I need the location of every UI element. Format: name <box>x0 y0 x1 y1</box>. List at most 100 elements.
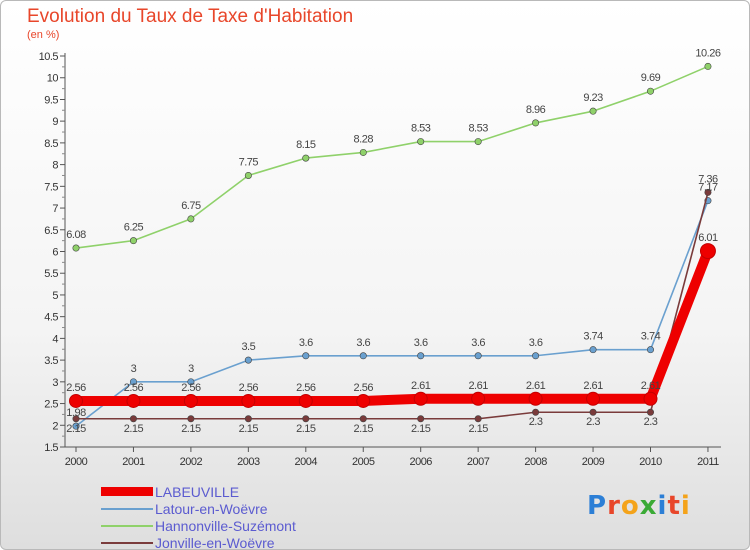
data-label: 2.56 <box>66 382 86 394</box>
data-point <box>586 391 601 406</box>
data-point <box>646 408 654 416</box>
data-point <box>187 378 195 386</box>
data-label: 8.53 <box>411 123 431 135</box>
y-tick-label: 9.5 <box>44 94 58 106</box>
data-label: 9.69 <box>641 72 661 84</box>
data-label: 7.75 <box>239 156 259 168</box>
x-tick-label: 2000 <box>65 456 88 468</box>
x-tick-label: 2002 <box>180 456 203 468</box>
data-point <box>187 415 195 423</box>
data-label: 2.61 <box>411 380 431 392</box>
data-point <box>129 378 137 386</box>
x-tick-label: 2006 <box>409 456 432 468</box>
data-label: 3.5 <box>241 341 255 353</box>
data-label: 2.61 <box>468 380 488 392</box>
logo-letter: i <box>680 491 691 521</box>
data-point <box>417 138 425 146</box>
legend-swatch <box>101 541 153 544</box>
logo-letter: P <box>587 491 608 521</box>
data-point <box>72 244 80 252</box>
data-point <box>474 352 482 360</box>
x-tick-label: 2009 <box>582 456 605 468</box>
logo-letter: i <box>657 491 668 521</box>
data-label: 2.61 <box>641 380 661 392</box>
data-point <box>532 352 540 360</box>
data-point <box>359 415 367 423</box>
data-label: 9.23 <box>583 92 603 104</box>
data-label: 6.75 <box>181 200 201 212</box>
data-label: 3.6 <box>471 337 485 349</box>
y-tick-label: 5 <box>52 290 58 302</box>
data-label: 2.56 <box>124 382 144 394</box>
proxiti-logo: Proxiti <box>587 491 691 521</box>
data-point <box>302 415 310 423</box>
y-tick-label: 7 <box>52 203 58 215</box>
data-label: 2.61 <box>526 380 546 392</box>
legend-label: Hannonville-Suzémont <box>155 517 296 534</box>
data-point <box>302 154 310 162</box>
data-point <box>474 415 482 423</box>
data-label: 8.96 <box>526 104 546 116</box>
data-label: 3.74 <box>583 331 603 343</box>
y-tick-label: 6 <box>52 247 58 259</box>
data-label: 2.15 <box>468 423 488 435</box>
data-point <box>129 415 137 423</box>
data-label: 8.28 <box>354 133 374 145</box>
y-tick-label: 2 <box>52 420 58 432</box>
y-tick-label: 5.5 <box>44 268 58 280</box>
data-label: 7.17 <box>698 182 718 194</box>
data-label: 2.3 <box>586 416 600 428</box>
data-point <box>241 393 256 408</box>
y-tick-label: 8 <box>52 160 58 172</box>
data-point <box>699 243 716 260</box>
data-label: 3.74 <box>641 331 661 343</box>
data-point <box>69 393 83 408</box>
x-tick-label: 2004 <box>295 456 318 468</box>
data-point <box>417 415 425 423</box>
data-point <box>413 391 428 406</box>
data-label: 2.15 <box>354 423 374 435</box>
data-label: 2.56 <box>354 382 374 394</box>
legend-item: LABEUVILLE <box>101 483 296 500</box>
logo-letter: o <box>620 491 640 521</box>
x-tick-label: 2011 <box>697 456 719 468</box>
data-label: 2.3 <box>644 416 658 428</box>
data-label: 2.61 <box>583 380 603 392</box>
data-label: 2.56 <box>239 382 259 394</box>
data-label: 3.6 <box>356 337 370 349</box>
legend-swatch <box>101 487 153 496</box>
data-point <box>298 393 313 408</box>
y-tick-label: 3.5 <box>44 355 58 367</box>
y-tick-label: 8.5 <box>44 138 58 150</box>
data-point <box>532 119 540 127</box>
logo-letter: t <box>667 491 681 521</box>
series-line-1 <box>75 199 709 427</box>
legend-label: Latour-en-Woëvre <box>155 500 268 517</box>
data-label: 8.53 <box>468 123 488 135</box>
data-label: 10.26 <box>695 47 720 59</box>
data-point <box>302 352 310 360</box>
legend-swatch <box>101 524 153 527</box>
data-point <box>471 391 486 406</box>
legend-item: Latour-en-Woëvre <box>101 500 296 517</box>
legend-swatch <box>101 507 153 510</box>
data-label: 3.6 <box>529 337 543 349</box>
data-point <box>126 393 141 408</box>
data-label: 2.15 <box>411 423 431 435</box>
data-point <box>359 352 367 360</box>
series-line-0 <box>71 246 713 406</box>
legend-label: LABEUVILLE <box>155 483 240 500</box>
data-point <box>417 352 425 360</box>
data-point <box>589 107 597 115</box>
data-label: 1.98 <box>66 407 86 419</box>
data-label: 3 <box>188 363 194 375</box>
chart-title: Evolution du Taux de Taxe d'Habitation <box>27 6 354 27</box>
x-tick-label: 2007 <box>467 456 490 468</box>
series-line-3 <box>75 191 709 420</box>
data-point <box>589 408 597 416</box>
data-point <box>187 215 195 223</box>
data-label: 7.36 <box>698 173 718 185</box>
x-tick-label: 2001 <box>122 456 145 468</box>
y-tick-label: 1.5 <box>44 442 58 454</box>
